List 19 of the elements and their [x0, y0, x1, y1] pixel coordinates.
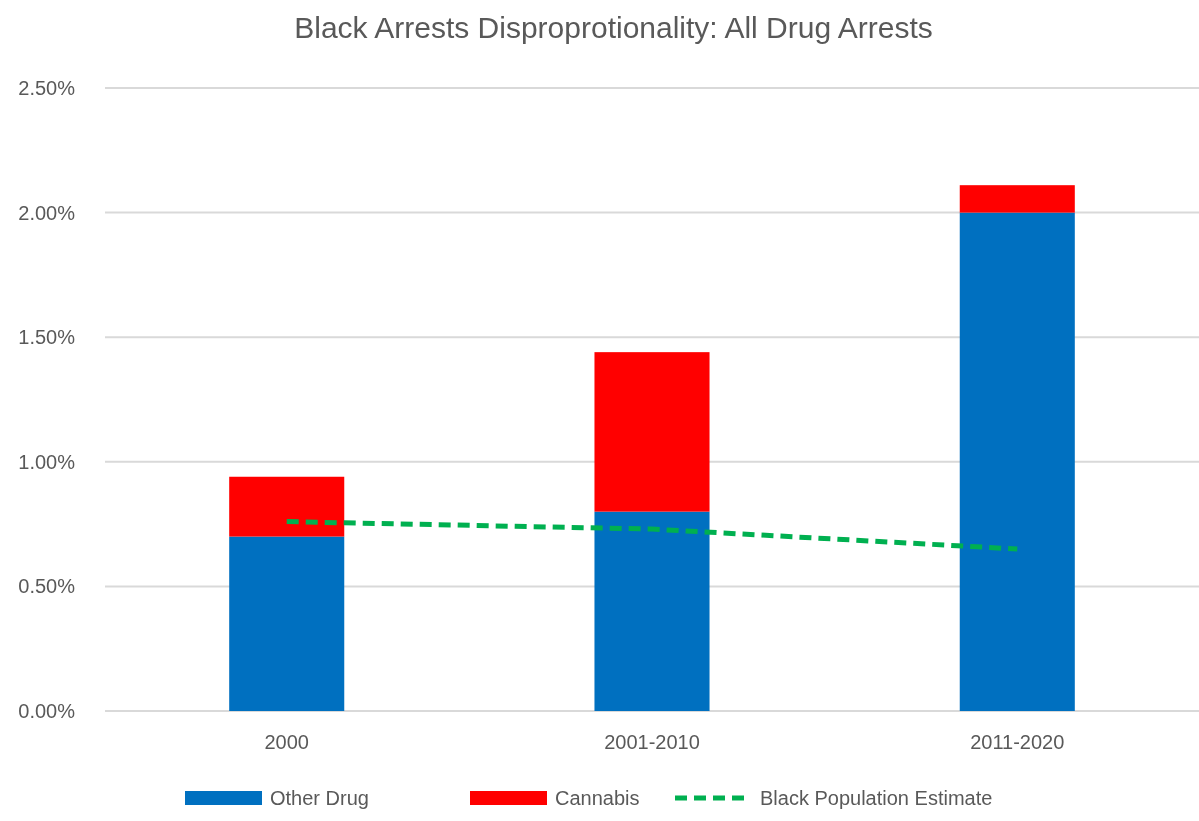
y-tick-label: 2.50%: [18, 77, 76, 99]
chart-title: Black Arrests Disproprotionality: All Drug Arrests: [294, 11, 933, 44]
bar: [229, 476, 345, 537]
bar: [594, 511, 710, 711]
x-tick-label: 2000: [264, 731, 309, 753]
y-tick-label: 1.50%: [18, 326, 76, 349]
y-tick-label: 2.00%: [18, 201, 76, 224]
bar: [594, 352, 710, 512]
bar: [959, 212, 1075, 711]
legend-label: Black Population Estimate: [760, 787, 993, 809]
y-tick-label: 0.00%: [18, 700, 76, 722]
y-tick-label: 0.50%: [18, 575, 76, 598]
bar: [959, 185, 1075, 213]
bar: [229, 536, 345, 711]
legend-label: Other Drug: [270, 787, 369, 809]
y-tick-label: 1.00%: [18, 450, 76, 473]
x-tick-label: 2011-2020: [970, 731, 1065, 753]
x-tick-label: 2001-2010: [604, 731, 700, 753]
legend-label: Cannabis: [555, 787, 640, 809]
